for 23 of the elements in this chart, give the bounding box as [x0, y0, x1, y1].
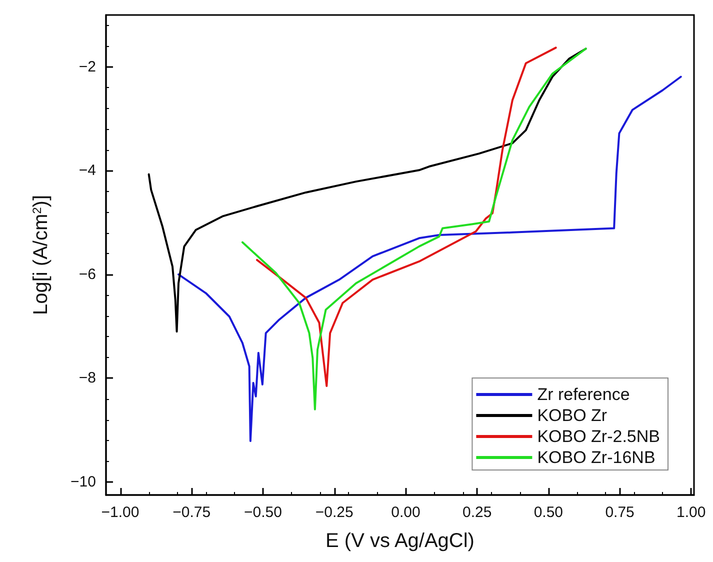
line-series: [178, 76, 682, 442]
x-tick-label: 0.75: [605, 504, 634, 521]
x-tick-label: −0.25: [315, 504, 354, 521]
x-tick-label: 1.00: [676, 504, 706, 521]
legend-label: Zr reference: [537, 385, 630, 404]
y-tick-label: −2: [78, 58, 96, 76]
y-axis-title: Log[i (A/cm2)]: [30, 194, 52, 316]
y-tick-label: −6: [78, 266, 96, 283]
line-series: [148, 48, 587, 333]
x-axis-title: E (V vs Ag/AgCl): [326, 530, 474, 552]
y-tick-label: −4: [78, 162, 96, 180]
x-tick-label: 0.00: [391, 504, 420, 521]
legend-label: KOBO Zr-16NB: [537, 448, 656, 467]
x-tick-label: −0.75: [172, 504, 211, 521]
y-tick-label: −10: [70, 474, 96, 491]
x-tick-label: −0.50: [244, 504, 282, 521]
x-tick-label: −1.00: [101, 504, 140, 521]
legend-label: KOBO Zr: [537, 406, 608, 425]
x-tick-label: 0.25: [462, 504, 492, 521]
legend-label: KOBO Zr-2.5NB: [537, 427, 660, 446]
x-tick-label: 0.50: [534, 504, 564, 521]
y-tick-label: −8: [78, 370, 96, 387]
line-series: [256, 46, 557, 388]
